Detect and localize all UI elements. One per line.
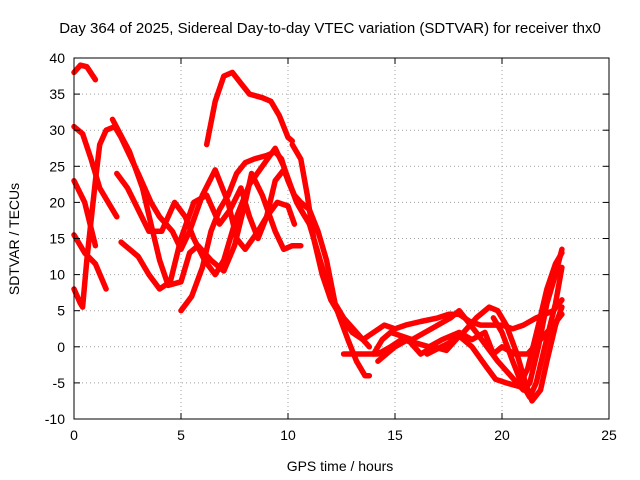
series-line-s11 [289, 141, 565, 343]
x-tick-label: 20 [494, 427, 510, 443]
series-line-s4 [71, 232, 109, 292]
y-axis-label: SDTVAR / TECUs [6, 183, 22, 295]
y-tick-label: 25 [49, 158, 65, 174]
series-line-s9 [203, 69, 296, 148]
x-tick-label: 10 [280, 427, 296, 443]
series-line-s8 [118, 167, 373, 350]
y-tick-label: 20 [49, 194, 65, 210]
y-tick-label: -5 [53, 375, 66, 391]
x-tick-label: 5 [177, 427, 185, 443]
y-tick-label: 15 [49, 231, 65, 247]
y-tick-label: 5 [57, 303, 65, 319]
y-tick-label: 10 [49, 267, 65, 283]
x-tick-label: 15 [387, 427, 403, 443]
y-tick-label: 0 [57, 339, 65, 355]
tick-marks [73, 57, 610, 420]
y-tick-label: 35 [49, 86, 65, 102]
x-tick-label: 0 [70, 427, 78, 443]
y-tick-label: 30 [49, 122, 65, 138]
series-line-s1 [71, 62, 99, 83]
x-axis-label: GPS time / hours [287, 458, 394, 474]
series-line-s13 [370, 246, 565, 393]
series-layer [71, 62, 565, 404]
y-tick-label: -10 [45, 411, 65, 427]
series-line-s16 [490, 264, 565, 401]
series-line-s15 [424, 304, 565, 404]
series-line-s14 [375, 250, 565, 390]
x-tick-labels: 0 5 10 15 20 25 [70, 427, 617, 443]
chart-title: Day 364 of 2025, Sidereal Day-to-day VTE… [59, 20, 601, 37]
y-tick-labels: -10 -5 0 5 10 15 20 25 30 35 40 [45, 50, 65, 427]
y-tick-label: 40 [49, 50, 65, 66]
x-tick-label: 25 [601, 427, 617, 443]
series-line-s6 [109, 116, 304, 289]
series-line-s10 [178, 149, 373, 379]
